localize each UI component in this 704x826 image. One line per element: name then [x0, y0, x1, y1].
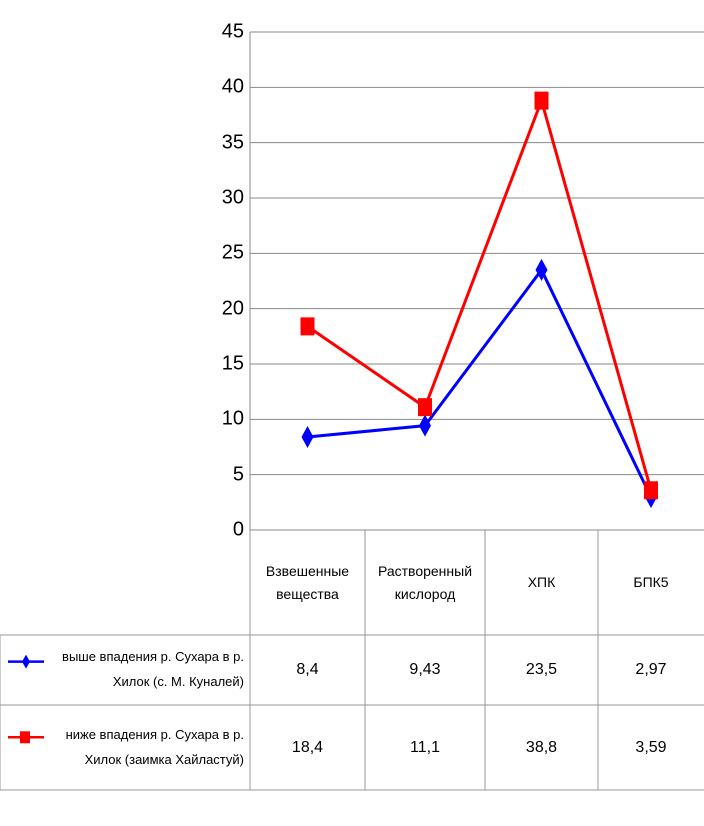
marker: [534, 91, 549, 110]
table-value: 8,4: [296, 661, 319, 679]
marker: [300, 317, 315, 336]
table-value: 3,59: [635, 738, 667, 756]
table-value: 11,1: [410, 738, 440, 756]
y-tick-label: 0: [232, 518, 244, 541]
y-tick-label: 40: [221, 75, 244, 98]
y-tick-label: 20: [221, 297, 244, 320]
category-label: БПК5: [633, 574, 669, 591]
table-value: 18,4: [291, 738, 324, 756]
y-tick-label: 35: [221, 131, 244, 154]
y-tick-label: 10: [221, 407, 244, 430]
series-line: [306, 95, 653, 491]
marker: [535, 258, 548, 281]
y-tick-label: 5: [232, 463, 244, 486]
y-tick-label: 15: [221, 352, 244, 375]
legend-marker: [22, 654, 30, 669]
series-line: [307, 267, 653, 498]
marker: [419, 414, 431, 437]
y-tick-label: 45: [221, 20, 244, 43]
legend-marker: [20, 731, 30, 744]
legend-entry: ниже впадения р. Сухара в р. Хилок (заим…: [65, 726, 244, 767]
marker: [418, 398, 432, 417]
table-value: 9,43: [409, 661, 441, 679]
category-label: ХПК: [527, 574, 556, 591]
category-label: Растворенный кислород: [377, 563, 473, 602]
category-label: Взвешенные вещества: [265, 563, 350, 602]
y-tick-label: 30: [221, 186, 244, 209]
marker: [644, 481, 658, 500]
table-value: 38,8: [525, 738, 558, 756]
legend-entry: выше впадения р. Сухара в р. Хилок (с. М…: [62, 649, 244, 689]
marker: [301, 426, 314, 449]
table-value: 23,5: [525, 661, 558, 679]
table-value: 2,97: [635, 661, 667, 679]
y-tick-label: 25: [221, 241, 244, 264]
